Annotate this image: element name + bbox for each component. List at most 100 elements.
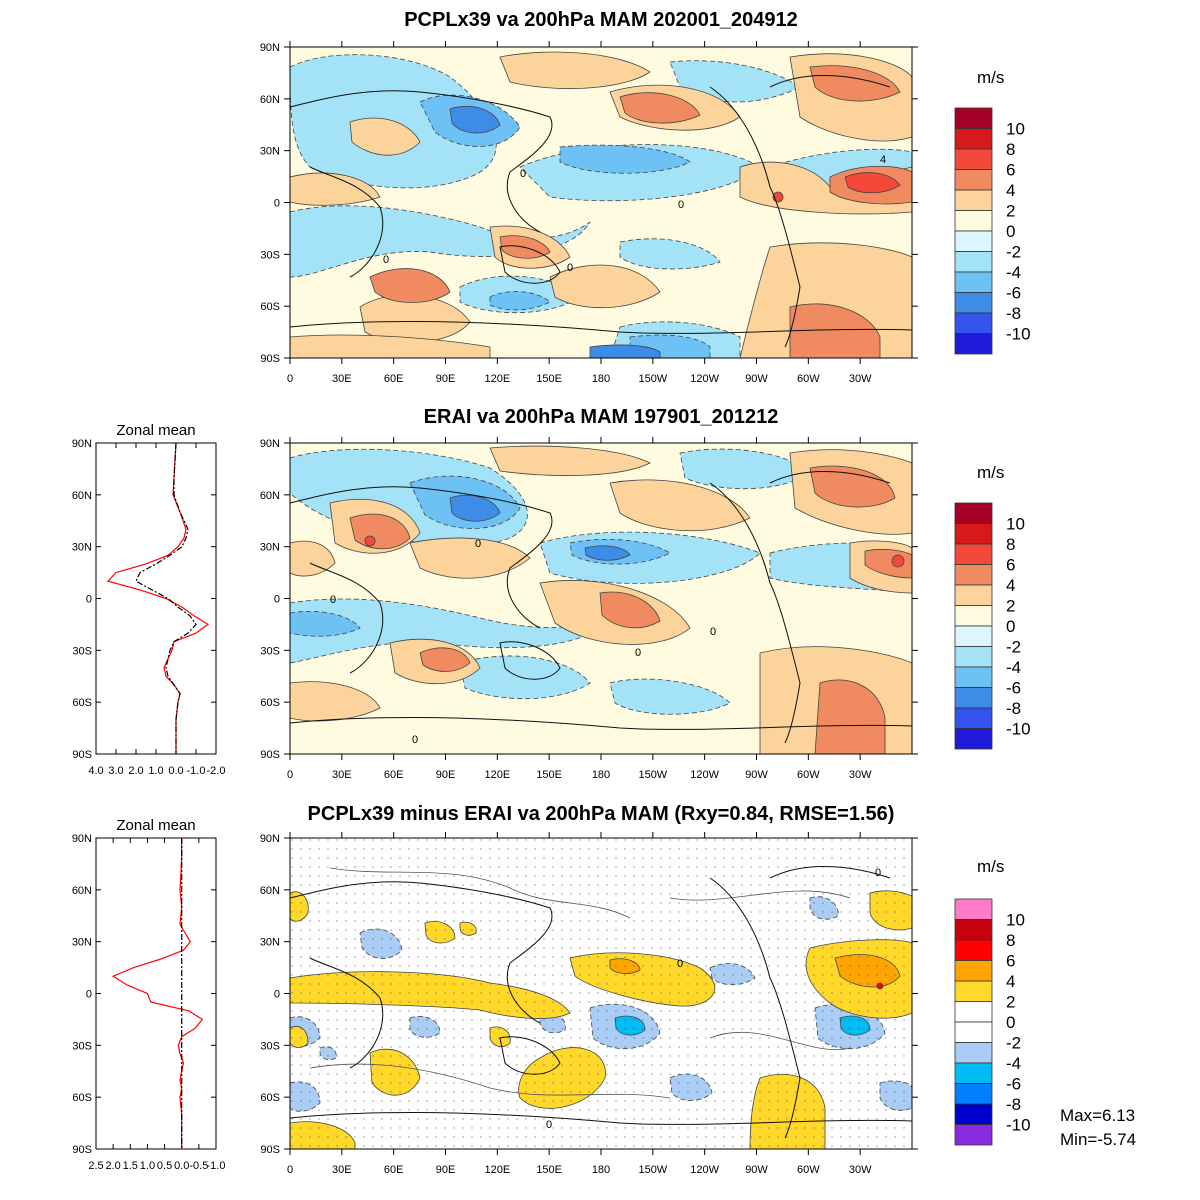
colorbar-label: 10 (1006, 515, 1025, 534)
zonal-y-label: 0 (86, 594, 92, 606)
zonal-x-label: 0.0 (168, 765, 183, 777)
x-tick-label: 150E (536, 769, 562, 781)
x-tick-label: 30E (332, 373, 352, 385)
zonal-x-label: 2.0 (105, 1160, 120, 1172)
panel2-axes: 0 30E 60E 90E 120E 150E 180 150W 120W 90W 60W 30W 90… (260, 437, 918, 781)
colorbar-swatch (954, 564, 993, 586)
colorbar-swatch (954, 1124, 993, 1146)
panel3-zonal-mean-plot: 90N 60N 30N 0 30S 60S 90S 2.5 2.0 1.5 1.0 0.5 0.0 -0.… (72, 833, 226, 1172)
panel1-title: PCPLx39 va 200hPa MAM 202001_204912 (404, 9, 798, 31)
panel2-coastlines (289, 470, 913, 744)
colorbar-label: 0 (1006, 1013, 1015, 1032)
panel3-unit: m/s (977, 857, 1005, 876)
colorbar-swatch (954, 128, 993, 150)
colorbar-label: -8 (1006, 304, 1021, 323)
colorbar-swatch (954, 230, 993, 252)
colorbar-swatch (954, 687, 993, 709)
colorbar-swatch (954, 107, 993, 129)
panel2-neg-core (449, 494, 631, 561)
contour-label: 0 (383, 254, 389, 266)
colorbar-label: 4 (1006, 181, 1015, 200)
x-tick-label: 0 (287, 769, 293, 781)
y-tick-label: 90N (260, 438, 280, 450)
x-tick-label: 90E (436, 1164, 456, 1176)
y-tick-label: 60S (260, 301, 280, 313)
colorbar-swatch (954, 728, 993, 750)
zonal-x-label: -1.0 (187, 765, 206, 777)
x-tick-label: 120W (690, 1164, 719, 1176)
colorbar-label: -4 (1006, 1054, 1021, 1073)
panel2-zonal-title: Zonal mean (116, 422, 196, 439)
panel3-axes: 0 30E 60E 90E 120E 150E 180 150W 120W 90W 60W 30W 90… (260, 832, 918, 1176)
colorbar-label: -10 (1006, 325, 1031, 344)
colorbar-swatch (954, 1021, 993, 1043)
y-tick-label: 30S (260, 1040, 280, 1052)
panel1-neg-core (449, 105, 661, 359)
zonal-y-label: 60S (72, 697, 92, 709)
x-tick-label: 90E (436, 373, 456, 385)
colorbar-label: 6 (1006, 161, 1015, 180)
x-tick-label: 150W (638, 769, 667, 781)
zonal-x-label: -0.5 (189, 1160, 208, 1172)
y-tick-label: 30S (260, 645, 280, 657)
colorbar-label: -10 (1006, 1116, 1031, 1135)
panel3-title: PCPLx39 minus ERAI va 200hPa MAM (Rxy=0.… (307, 803, 895, 825)
contour-label: 0 (412, 734, 418, 746)
x-tick-label: 120E (484, 1164, 510, 1176)
panel3-contours (309, 867, 851, 1099)
zonal-y-label: 90N (72, 438, 92, 450)
colorbar-label: 4 (1006, 972, 1015, 991)
colorbar-swatch (954, 292, 993, 314)
panel3-coastlines (289, 865, 913, 1139)
contour-label: 0 (710, 626, 716, 638)
zonal-y-label: 60N (72, 490, 92, 502)
zonal-series-obs (135, 442, 197, 754)
x-tick-label: 90W (745, 1164, 768, 1176)
zonal-y-label: 60S (72, 1092, 92, 1104)
x-tick-label: 120E (484, 769, 510, 781)
x-tick-label: 150E (536, 1164, 562, 1176)
x-tick-label: 90W (745, 373, 768, 385)
zonal-frame (95, 442, 217, 755)
colorbar-swatch (954, 543, 993, 565)
panel1-pos-core (772, 172, 901, 203)
colorbar-swatch (954, 646, 993, 668)
panel2-pos-core (364, 535, 905, 568)
zonal-x-label: 1.0 (140, 1160, 155, 1172)
x-tick-label: 60W (797, 373, 820, 385)
y-tick-label: 30N (260, 146, 280, 158)
panel3-contour-labels: 0 0 0 (546, 867, 881, 1131)
colorbar-label: 10 (1006, 120, 1025, 139)
colorbar-label: 6 (1006, 556, 1015, 575)
contour-label: 0 (677, 958, 683, 970)
zonal-y-label: 30N (72, 937, 92, 949)
zonal-series-difference (111, 838, 204, 1149)
panel2-colorbar: 108 64 20 -2-4 -6-8 -10 (954, 502, 1031, 750)
y-tick-label: 60N (260, 94, 280, 106)
zonal-y-label: 60N (72, 885, 92, 897)
y-tick-label: 90S (260, 749, 280, 761)
x-tick-label: 30E (332, 1164, 352, 1176)
colorbar-swatch (954, 960, 993, 982)
y-tick-label: 30N (260, 542, 280, 554)
zonal-series-model (106, 442, 210, 754)
zonal-y-label: 90N (72, 833, 92, 845)
panel2-unit: m/s (977, 463, 1005, 482)
colorbar-swatch (954, 271, 993, 293)
x-tick-label: 150E (536, 373, 562, 385)
zonal-x-label: -2.0 (207, 765, 226, 777)
colorbar-swatch (954, 333, 993, 355)
colorbar-swatch (954, 169, 993, 191)
panel1-map: 0 0 0 0 4 (289, 46, 913, 359)
panel1-axes: 0 30E 60E 90E 120E 150E 180 150W 120W 90W 60W 30W 90… (260, 41, 918, 385)
y-tick-label: 30N (260, 937, 280, 949)
zonal-x-label: 2.0 (128, 765, 143, 777)
y-tick-label: 90S (260, 1144, 280, 1156)
contour-label: 0 (546, 1119, 552, 1131)
colorbar-label: 8 (1006, 931, 1015, 950)
max-value-text: Max=6.13 (1060, 1106, 1136, 1125)
y-tick-label: 30S (260, 249, 280, 261)
zonal-y-label: 30S (72, 1040, 92, 1052)
colorbar-label: -6 (1006, 1075, 1021, 1094)
contour-label: 0 (678, 199, 684, 211)
